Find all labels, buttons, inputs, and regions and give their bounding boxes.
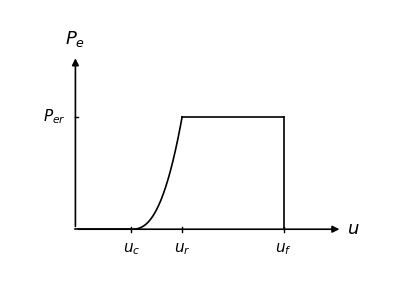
Text: $u_{r}$: $u_{r}$: [174, 241, 190, 257]
Text: $u$: $u$: [347, 220, 360, 238]
Text: $u_{c}$: $u_{c}$: [123, 241, 140, 257]
Text: $P_e$: $P_e$: [65, 29, 86, 49]
Text: $P_{er}$: $P_{er}$: [42, 107, 65, 126]
Text: $u_{f}$: $u_{f}$: [275, 241, 292, 257]
